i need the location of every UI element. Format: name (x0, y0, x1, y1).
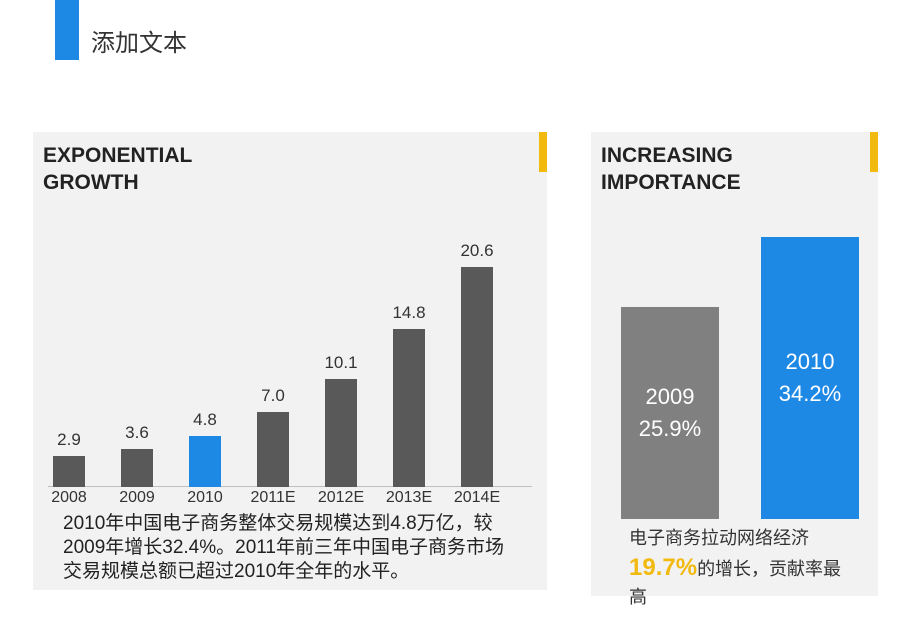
chart-bar: 7.0 (257, 412, 289, 487)
bar-value-label: 2.9 (57, 430, 81, 450)
page-header: 添加文本 (55, 0, 187, 60)
bar-value-label: 4.8 (193, 410, 217, 430)
category-label: 2012E (311, 489, 371, 507)
header-accent-bar (55, 0, 79, 60)
category-label: 2011E (243, 489, 303, 507)
panel-title: INCREASING IMPORTANCE (601, 142, 741, 197)
importance-bar-chart: 2009 25.9% 2010 34.2% (621, 237, 861, 519)
category-label: 2008 (39, 489, 99, 507)
category-label: 2014E (447, 489, 507, 507)
panel-description: 电子商务拉动网络经济 19.7%的增长，贡献率最高 (629, 526, 858, 610)
bar-pct-label: 34.2% (779, 381, 841, 407)
panel-accent-bar (870, 132, 878, 172)
category-label: 2009 (107, 489, 167, 507)
bar-value-label: 10.1 (324, 353, 357, 373)
chart-bar: 3.6 (121, 449, 153, 487)
panel-accent-bar (539, 132, 547, 172)
chart-bar: 10.1 (325, 379, 357, 487)
chart-bar: 4.8 (189, 436, 221, 487)
desc-line1: 电子商务拉动网络经济 (629, 528, 809, 548)
exponential-growth-panel: EXPONENTIAL GROWTH 2.93.64.87.010.114.82… (33, 132, 547, 590)
desc-highlight: 19.7% (629, 554, 697, 581)
growth-bar-chart: 2.9 3.6 4.8 7.0 10.1 14.8 20.6 (48, 252, 532, 487)
category-label: 2013E (379, 489, 439, 507)
bar-pct-label: 25.9% (639, 416, 701, 442)
header-title: 添加文本 (91, 23, 187, 58)
bar-value-label: 20.6 (460, 241, 493, 261)
chart-bar: 14.8 (393, 329, 425, 487)
bar-value-label: 3.6 (125, 423, 149, 443)
chart-category-labels: 2008200920102011E2012E2013E2014E (48, 489, 532, 513)
importance-bar: 2009 25.9% (621, 307, 719, 519)
category-label: 2010 (175, 489, 235, 507)
chart-bar: 20.6 (461, 267, 493, 487)
bar-year-label: 2010 (786, 349, 835, 375)
importance-bar: 2010 34.2% (761, 237, 859, 519)
bar-year-label: 2009 (646, 384, 695, 410)
bar-value-label: 7.0 (261, 386, 285, 406)
chart-bar: 2.9 (53, 456, 85, 487)
bar-value-label: 14.8 (392, 303, 425, 323)
panel-description: 2010年中国电子商务整体交易规模达到4.8万亿，较2009年增长32.4%。2… (63, 512, 517, 583)
increasing-importance-panel: INCREASING IMPORTANCE 2009 25.9% 2010 34.2%… (591, 132, 878, 596)
panel-title: EXPONENTIAL GROWTH (43, 142, 192, 197)
